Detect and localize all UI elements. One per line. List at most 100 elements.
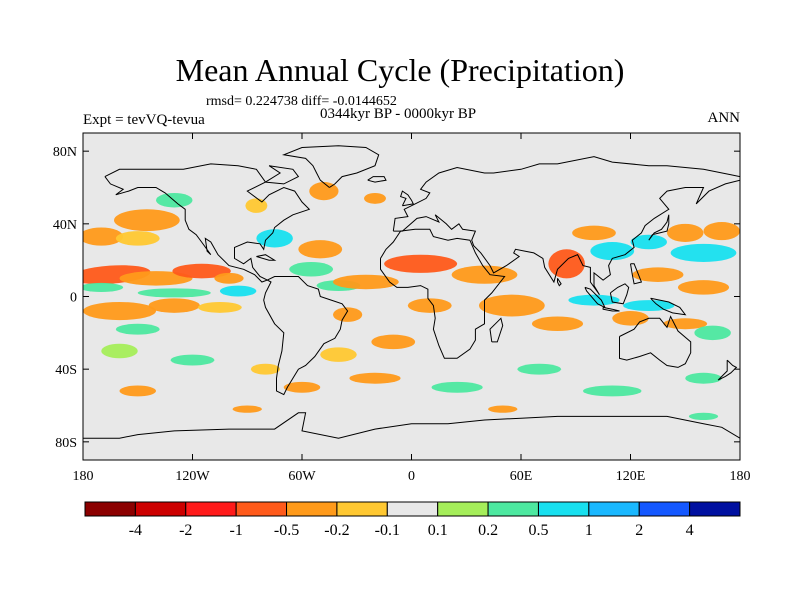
anomaly-region	[488, 405, 518, 413]
anomaly-region	[115, 231, 160, 246]
anomaly-region	[384, 254, 458, 273]
colorbar-label: 4	[686, 522, 694, 539]
anomaly-region	[451, 265, 518, 284]
y-tick-label: 40N	[53, 218, 77, 233]
anomaly-region	[83, 282, 124, 292]
anomaly-region	[531, 316, 584, 332]
coastline-baffin	[265, 165, 300, 185]
coastline-madagascar	[489, 317, 504, 343]
anomaly-region	[148, 298, 200, 313]
plot-title: Mean Annual Cycle (Precipitation)	[175, 52, 625, 88]
anomaly-region	[298, 240, 343, 259]
statistics-label: rmsd= 0.224738 diff= -0.0144652	[206, 94, 397, 109]
anomaly-region	[632, 267, 684, 282]
y-tick-label: 80S	[55, 436, 77, 451]
anomaly-region	[114, 209, 180, 232]
colorbar-swatch	[235, 501, 288, 517]
coastline-greenland	[281, 145, 380, 188]
anomaly-region	[694, 325, 731, 341]
coastline-sri-lanka	[557, 278, 562, 287]
anomaly-region	[630, 234, 667, 250]
x-tick-label: 120W	[175, 469, 210, 484]
colorbar-swatch	[689, 501, 741, 517]
anomaly-region	[101, 343, 138, 359]
coastline-africa	[380, 228, 506, 359]
anomaly-region	[479, 294, 545, 317]
x-tick-label: 120E	[616, 469, 646, 484]
colorbar-label: -0.2	[324, 522, 349, 539]
colorbar-swatch	[487, 501, 539, 517]
coastline-uk	[399, 190, 415, 207]
anomaly-region	[250, 363, 281, 375]
coastline-philippines	[630, 263, 643, 285]
colorbar-swatch	[84, 501, 136, 517]
anomaly-region	[407, 298, 452, 313]
anomaly-region	[119, 385, 156, 397]
anomaly-region	[590, 242, 635, 261]
colorbar-swatch	[134, 501, 187, 517]
anomaly-region	[333, 307, 363, 322]
anomaly-region	[583, 385, 642, 397]
anomaly-region	[685, 372, 722, 384]
coastline-north-america	[104, 163, 311, 283]
colorbar-label: 0.1	[428, 522, 448, 539]
season-label: ANN	[707, 110, 741, 126]
y-tick-label: 80N	[53, 145, 77, 160]
x-tick-label: 0	[408, 469, 415, 484]
anomaly-region	[83, 227, 124, 246]
colorbar-label: 0.2	[478, 522, 498, 539]
coastline-new-zealand	[717, 359, 738, 381]
anomaly-region	[517, 363, 562, 375]
anomaly-region	[667, 223, 704, 243]
coastline-cuba	[256, 254, 277, 261]
colorbar-label: -4	[129, 522, 142, 539]
y-tick-label: 40S	[55, 363, 77, 378]
colorbar-label: -2	[179, 522, 192, 539]
x-tick-label: 60E	[510, 469, 533, 484]
anomaly-region	[677, 280, 730, 295]
anomaly-region	[670, 243, 737, 262]
anomaly-region	[219, 285, 257, 297]
colorbar-label: -0.5	[274, 522, 299, 539]
period-label: 0344kyr BP - 0000kyr BP	[320, 106, 477, 122]
anomaly-region	[214, 272, 244, 284]
anomaly-region	[349, 372, 401, 384]
colorbar-label: 1	[585, 522, 593, 539]
anomaly-region	[197, 301, 242, 313]
colorbar-label: -0.1	[375, 522, 400, 539]
x-tick-label: 180	[73, 469, 94, 484]
anomaly-region	[333, 274, 399, 290]
anomaly-region	[137, 288, 211, 298]
coastline-eurasia	[392, 156, 740, 295]
x-tick-label: 180	[730, 469, 751, 484]
anomaly-region	[245, 198, 268, 213]
coastline-layer	[83, 145, 740, 439]
anomaly-region	[170, 354, 215, 366]
anomaly-region	[83, 301, 156, 321]
anomaly-region	[572, 225, 616, 241]
colorbar-label: 0.5	[528, 522, 548, 539]
longitude-axis: 180 120W 60W 0 60E 120E 180	[73, 133, 751, 484]
colorbar-swatch	[638, 501, 691, 517]
anomaly-region	[548, 249, 585, 279]
experiment-label: Expt = tevVQ-tevua	[83, 112, 205, 128]
anomaly-region	[663, 318, 708, 330]
colorbar-swatch	[386, 501, 439, 517]
latitude-axis: 80N 40N 0 40S 80S	[53, 145, 740, 451]
colorbar-swatch	[286, 501, 338, 517]
y-tick-label: 0	[70, 291, 77, 306]
colorbar-label: -1	[229, 522, 242, 539]
anomaly-region	[283, 381, 321, 393]
coastline-south-america	[263, 276, 349, 396]
coastline-java	[602, 306, 620, 312]
colorbar-label: 2	[635, 522, 643, 539]
colorbar-swatch	[537, 501, 590, 517]
anomaly-region	[256, 229, 293, 248]
anomaly-region	[119, 271, 193, 286]
coastline-borneo	[609, 283, 630, 305]
anomaly-region	[612, 311, 649, 326]
anomaly-region	[232, 405, 262, 413]
coastline-antarctica	[83, 412, 740, 439]
anomaly-region	[703, 222, 740, 241]
